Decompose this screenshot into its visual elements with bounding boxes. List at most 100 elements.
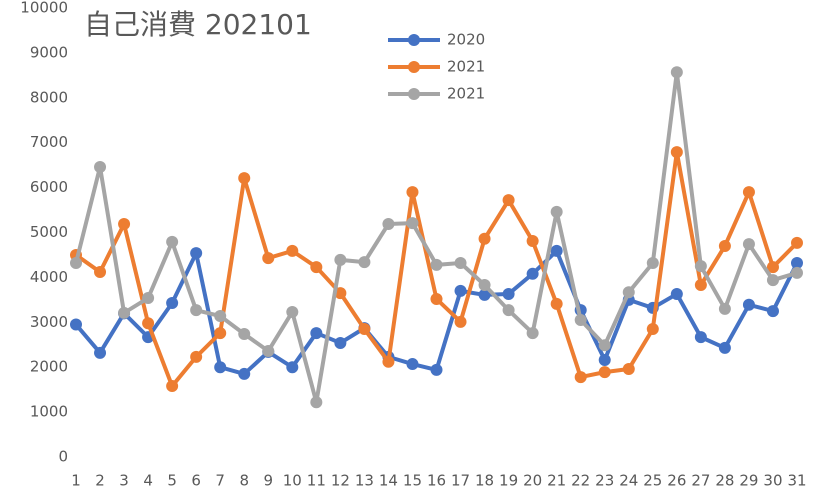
data-point xyxy=(118,306,131,319)
data-point xyxy=(382,217,395,230)
x-tick-label: 5 xyxy=(167,472,177,490)
data-point xyxy=(718,302,731,315)
data-point xyxy=(334,287,347,300)
x-tick-label: 25 xyxy=(643,472,662,490)
y-tick-label: 0 xyxy=(58,448,68,466)
data-point xyxy=(742,238,755,251)
data-point xyxy=(310,396,323,409)
y-tick-label: 7000 xyxy=(30,133,68,151)
y-tick-label: 9000 xyxy=(30,43,68,61)
x-tick-label: 19 xyxy=(499,472,518,490)
x-tick-label: 14 xyxy=(379,472,398,490)
data-point xyxy=(526,235,539,248)
y-tick-label: 5000 xyxy=(30,223,68,241)
data-point xyxy=(94,266,107,279)
data-point xyxy=(526,267,539,280)
data-point xyxy=(118,217,131,230)
data-point xyxy=(262,252,275,265)
chart-title: 自己消費 202101 xyxy=(84,8,312,41)
data-point xyxy=(94,346,107,359)
data-point xyxy=(454,284,467,297)
data-point xyxy=(742,298,755,311)
data-point xyxy=(502,304,515,317)
legend-label: 2021 xyxy=(447,85,485,103)
data-point xyxy=(142,292,155,305)
legend-marker xyxy=(408,34,420,46)
data-point xyxy=(478,288,491,301)
legend-label: 2021 xyxy=(447,58,485,76)
data-point xyxy=(334,253,347,266)
y-tick-label: 8000 xyxy=(30,88,68,106)
data-point xyxy=(791,266,803,279)
y-tick-label: 2000 xyxy=(30,358,68,376)
x-tick-label: 17 xyxy=(451,472,470,490)
data-point xyxy=(214,361,227,374)
x-tick-label: 30 xyxy=(763,472,782,490)
data-point xyxy=(214,327,227,340)
data-point xyxy=(502,194,515,207)
data-point xyxy=(478,232,491,245)
data-point xyxy=(478,279,491,292)
data-point xyxy=(94,160,107,173)
data-point xyxy=(694,260,707,273)
data-point xyxy=(742,186,755,199)
data-point xyxy=(238,367,251,380)
data-point xyxy=(334,336,347,349)
x-tick-label: 15 xyxy=(403,472,422,490)
x-tick-label: 24 xyxy=(619,472,638,490)
data-point xyxy=(791,236,803,249)
data-point xyxy=(646,257,659,270)
x-tick-label: 28 xyxy=(715,472,734,490)
data-point xyxy=(766,274,779,287)
data-point xyxy=(670,66,683,79)
x-tick-label: 3 xyxy=(119,472,129,490)
data-point xyxy=(622,362,635,375)
x-tick-label: 22 xyxy=(571,472,590,490)
data-point xyxy=(406,186,419,199)
data-point xyxy=(670,146,683,159)
data-point xyxy=(574,314,587,327)
data-point xyxy=(190,247,203,260)
data-point xyxy=(694,331,707,344)
data-point xyxy=(214,310,227,323)
series-line xyxy=(74,70,798,405)
data-point xyxy=(190,304,203,317)
data-point xyxy=(718,239,731,252)
y-tick-label: 6000 xyxy=(30,178,68,196)
data-point xyxy=(766,305,779,318)
data-point xyxy=(70,318,82,331)
data-point xyxy=(550,205,563,218)
data-point xyxy=(286,244,299,257)
data-point xyxy=(286,361,299,374)
data-point xyxy=(166,296,179,309)
data-point xyxy=(550,297,563,310)
data-point xyxy=(430,292,443,305)
data-point xyxy=(694,279,707,292)
y-tick-label: 10000 xyxy=(20,0,68,17)
data-point xyxy=(670,288,683,301)
data-point xyxy=(238,172,251,185)
x-tick-label: 12 xyxy=(331,472,350,490)
x-tick-label: 11 xyxy=(307,472,326,490)
legend-marker xyxy=(408,88,420,100)
data-point xyxy=(358,323,371,336)
x-tick-label: 27 xyxy=(691,472,710,490)
data-point xyxy=(454,257,467,270)
data-point xyxy=(430,363,443,376)
data-point xyxy=(286,305,299,318)
data-point xyxy=(598,339,611,352)
x-tick-label: 7 xyxy=(215,472,225,490)
x-tick-label: 8 xyxy=(239,472,249,490)
data-point xyxy=(791,257,803,270)
data-point xyxy=(406,358,419,371)
x-tick-label: 4 xyxy=(143,472,153,490)
data-point xyxy=(574,371,587,384)
data-point xyxy=(598,354,611,367)
data-point xyxy=(766,261,779,274)
data-point xyxy=(502,288,515,301)
data-point xyxy=(310,327,323,340)
x-tick-label: 21 xyxy=(547,472,566,490)
x-tick-label: 31 xyxy=(787,472,806,490)
data-point xyxy=(382,355,395,368)
